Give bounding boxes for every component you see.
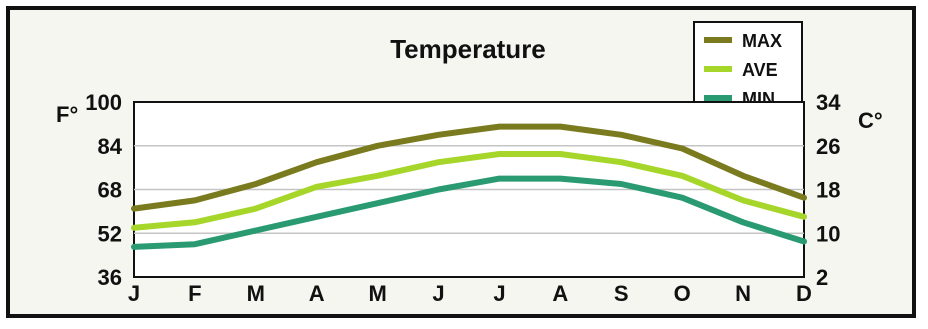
right-axis-label: C° [858, 108, 883, 133]
series-line-ave [131, 151, 807, 231]
x-tick-label: F [188, 281, 201, 306]
series-line-max [131, 123, 807, 212]
x-tick-label: D [796, 281, 812, 306]
y-tick-label: 84 [98, 134, 123, 159]
left-axis-label: F° [56, 102, 78, 127]
chart-title: Temperature [390, 34, 546, 64]
x-tick-label: M [368, 281, 386, 306]
y2-tick-label: 10 [816, 221, 840, 246]
legend-label-ave: AVE [742, 60, 778, 80]
legend-label-max: MAX [742, 31, 782, 51]
series-line-min [131, 175, 807, 250]
x-tick-label: A [552, 281, 568, 306]
y2-tick-label: 18 [816, 178, 840, 203]
y-axis-ticks: 36 52 68 84 100 [85, 90, 122, 290]
x-tick-label: M [247, 281, 265, 306]
y2-tick-label: 34 [816, 90, 841, 115]
x-tick-label: S [614, 281, 629, 306]
y-tick-label: 100 [85, 90, 122, 115]
x-tick-label: O [674, 281, 691, 306]
right-y-axis-ticks: 2 10 18 26 34 [816, 90, 841, 290]
y-tick-label: 68 [98, 178, 122, 203]
y2-tick-label: 26 [816, 134, 840, 159]
x-tick-label: J [128, 281, 140, 306]
x-tick-label: J [493, 281, 505, 306]
x-tick-label: A [309, 281, 325, 306]
y2-tick-label: 2 [816, 265, 828, 290]
series-group [131, 123, 807, 250]
y-tick-label: 52 [98, 221, 122, 246]
x-tick-label: N [735, 281, 751, 306]
y-tick-label: 36 [98, 265, 122, 290]
x-tick-label: J [432, 281, 444, 306]
